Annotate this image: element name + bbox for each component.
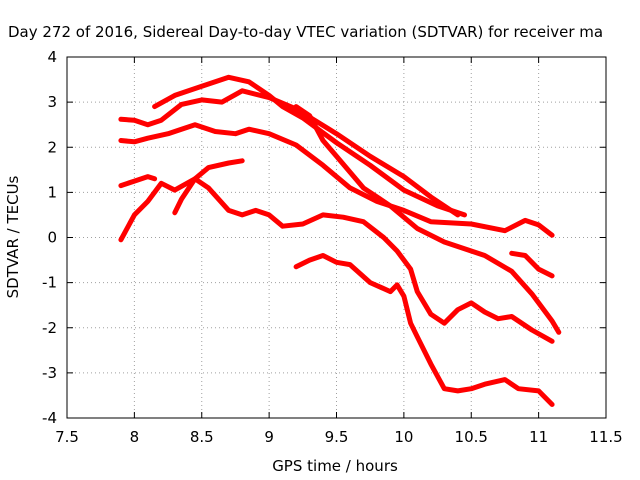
y-tick-label: -1	[42, 274, 57, 292]
y-axis-label: SDTVAR / TECUs	[4, 175, 22, 298]
series-track-b	[152, 74, 467, 218]
x-axis: 7.5 8 8.5 9 9.5 10 10.5 11 11.5	[55, 57, 623, 446]
x-tick-label: 7.5	[55, 428, 79, 446]
x-tick-label: 11	[529, 428, 548, 446]
series-track-a	[118, 88, 461, 218]
data-series	[118, 74, 562, 407]
x-axis-label: GPS time / hours	[272, 457, 398, 475]
series-track-c	[118, 122, 555, 238]
y-tick-label: -4	[42, 409, 57, 427]
series-track-f	[172, 158, 245, 216]
x-tick-label: 9.5	[325, 428, 349, 446]
x-tick-label: 8.5	[190, 428, 214, 446]
series-track-d	[293, 104, 562, 335]
series-track-g	[118, 176, 555, 344]
grid	[67, 57, 606, 418]
x-tick-label: 10	[394, 428, 413, 446]
x-tick-label: 8	[130, 428, 140, 446]
y-tick-label: -3	[42, 364, 57, 382]
y-tick-label: 0	[47, 229, 57, 247]
chart-title: Day 272 of 2016, Sidereal Day-to-day VTE…	[8, 23, 603, 41]
y-axis: -4 -3 -2 -1 0 1 2 3 4	[42, 48, 606, 427]
y-tick-label: 4	[47, 48, 57, 66]
y-tick-label: 1	[47, 183, 57, 201]
series-track-i	[509, 250, 555, 279]
series-track-e	[118, 174, 158, 189]
x-tick-label: 10.5	[455, 428, 488, 446]
x-tick-label: 9	[264, 428, 274, 446]
y-tick-label: 2	[47, 138, 57, 156]
x-tick-label: 11.5	[589, 428, 622, 446]
y-tick-label: 3	[47, 93, 57, 111]
y-tick-label: -2	[42, 319, 57, 337]
series-track-h	[293, 253, 555, 407]
